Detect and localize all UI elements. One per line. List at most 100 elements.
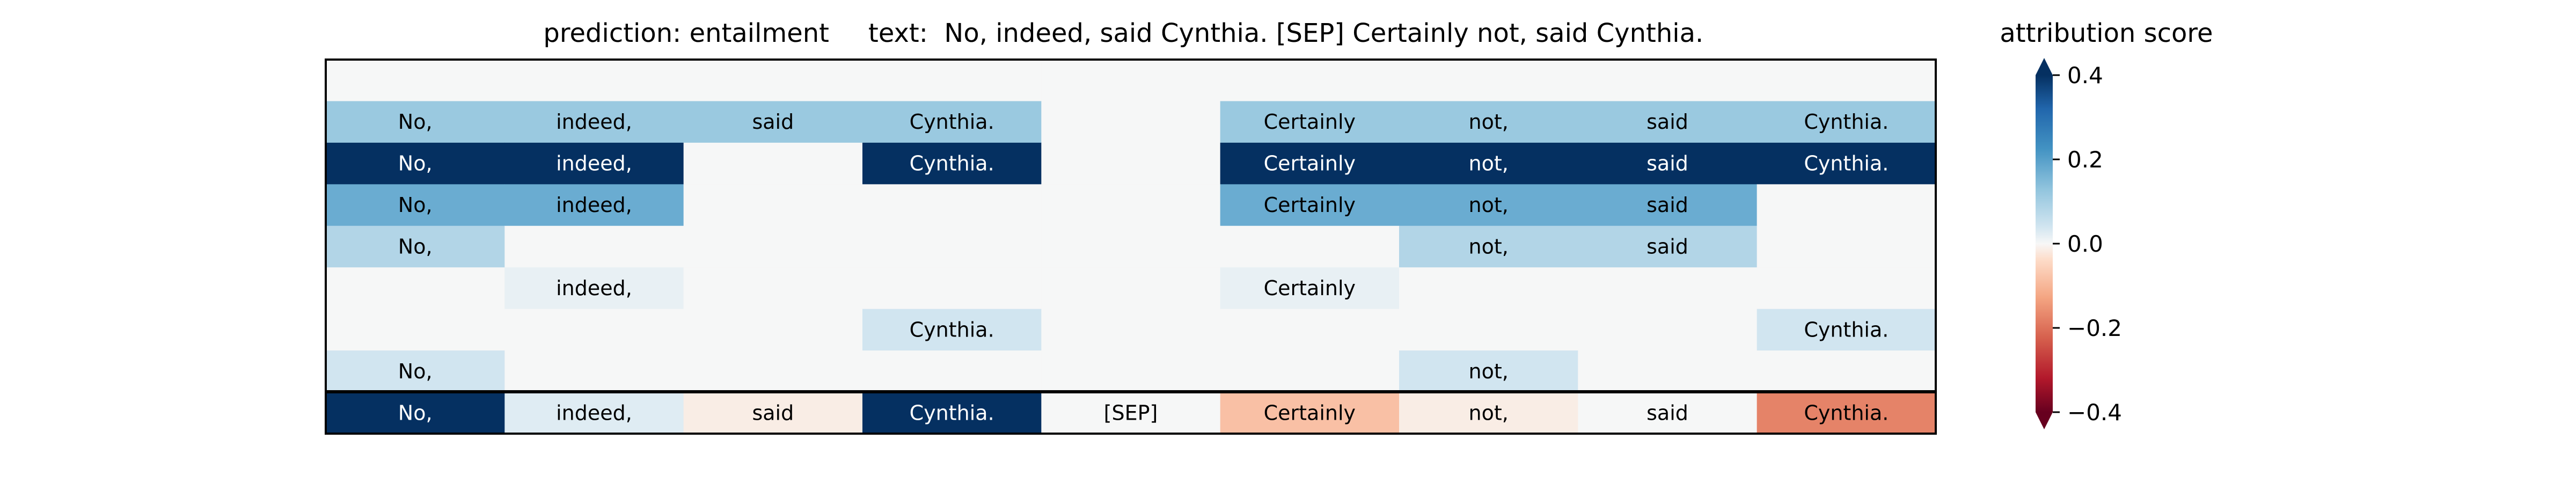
- cell-token-label: not,: [1469, 360, 1509, 383]
- heatmap-cell: [1041, 267, 1221, 310]
- heatmap-cell: [683, 309, 863, 351]
- heatmap-cell: [326, 350, 505, 393]
- cell-token-label: No,: [398, 360, 433, 383]
- cell-token-label: No,: [398, 193, 433, 217]
- colorbar-tick-label: −0.2: [2067, 315, 2122, 341]
- colorbar: [2036, 58, 2053, 429]
- heatmap-cell: [504, 350, 684, 393]
- aggregate-token-label: [SEP]: [1104, 401, 1158, 425]
- cell-token-label: indeed,: [556, 152, 632, 175]
- colorbar-ticks: 0.4 0.2 0.0 −0.2 −0.4: [2053, 62, 2122, 426]
- heatmap-cell: [1041, 101, 1221, 143]
- heatmap-cell: [504, 267, 684, 310]
- heatmap-cell: [1220, 184, 1400, 226]
- heatmap-cell: [1578, 309, 1758, 351]
- heatmap-cell: [1757, 350, 1936, 393]
- colorbar-tick-label: 0.2: [2067, 147, 2103, 173]
- aggregate-cell: [1757, 392, 1936, 434]
- heatmap-cell: [504, 184, 684, 226]
- heatmap-cell: [1220, 350, 1400, 393]
- heatmap-cell: [1757, 309, 1936, 351]
- heatmap-cell: [1220, 101, 1400, 143]
- heatmap-cell: [326, 309, 505, 351]
- heatmap-cell: [1220, 225, 1400, 268]
- heatmap-cell: [326, 142, 505, 185]
- cell-token-label: Cynthia.: [1804, 110, 1889, 134]
- aggregate-token-label: Cynthia.: [1804, 401, 1889, 425]
- heatmap-cell: [683, 60, 863, 102]
- cell-token-label: indeed,: [556, 276, 632, 300]
- heatmap-cell: [326, 267, 505, 310]
- cell-token-label: indeed,: [556, 110, 632, 134]
- heatmap-cell: [1399, 225, 1578, 268]
- heatmap-cell: [862, 184, 1042, 226]
- colorbar-label: attribution score: [2000, 18, 2213, 48]
- heatmap-cell: [1578, 60, 1758, 102]
- heatmap-cell: [504, 309, 684, 351]
- heatmap-cell: [862, 225, 1042, 268]
- heatmap-cell: [1757, 142, 1936, 185]
- colorbar-tick-label: 0.0: [2067, 231, 2103, 257]
- cell-token-label: said: [1646, 152, 1688, 175]
- heatmap-cell: [683, 267, 863, 310]
- cell-token-label: Certainly: [1264, 276, 1356, 300]
- cell-token-label: not,: [1469, 193, 1509, 217]
- aggregate-cell: [326, 392, 505, 434]
- heatmap-cell: [326, 101, 505, 143]
- aggregate-cell: [862, 392, 1042, 434]
- cell-token-label: Certainly: [1264, 110, 1356, 134]
- heatmap-cell: [1399, 350, 1578, 393]
- heatmap-cell: [326, 225, 505, 268]
- heatmap-cell: [326, 60, 505, 102]
- heatmap-cell: [1399, 101, 1578, 143]
- aggregate-cell: [1399, 392, 1578, 434]
- cell-token-label: Cynthia.: [1804, 318, 1889, 341]
- heatmap-cell: [326, 184, 505, 226]
- heatmap-cell: [504, 101, 684, 143]
- cell-token-label: said: [1646, 235, 1688, 259]
- heatmap-cell: [1399, 60, 1578, 102]
- heatmap-cell: [1399, 184, 1578, 226]
- cell-token-label: Cynthia.: [1804, 152, 1889, 175]
- heatmap-cell: [1220, 60, 1400, 102]
- heatmap-cell: [1757, 184, 1936, 226]
- heatmap-cell: [1399, 142, 1578, 185]
- aggregate-cell: [683, 392, 863, 434]
- heatmap-cell: [1041, 142, 1221, 185]
- heatmap-cell: [504, 225, 684, 268]
- cell-token-label: not,: [1469, 110, 1509, 134]
- heatmap-cell: [683, 225, 863, 268]
- heatmap-cell: [1399, 267, 1578, 310]
- aggregate-cell: [1578, 392, 1758, 434]
- cell-token-label: Certainly: [1264, 193, 1356, 217]
- heatmap-cell: [862, 350, 1042, 393]
- aggregate-token-label: said: [752, 401, 794, 425]
- aggregate-token-label: said: [1646, 401, 1688, 425]
- heatmap-cell: [1578, 142, 1758, 185]
- cell-token-label: said: [752, 110, 794, 134]
- cell-token-label: said: [1646, 193, 1688, 217]
- aggregate-token-label: indeed,: [556, 401, 632, 425]
- heatmap-cell: [504, 142, 684, 185]
- cell-token-label: Cynthia.: [910, 152, 994, 175]
- heatmap-cell: [862, 309, 1042, 351]
- cell-token-label: Certainly: [1264, 152, 1356, 175]
- heatmap-cell: [1757, 101, 1936, 143]
- cell-token-label: not,: [1469, 152, 1509, 175]
- heatmap-cell: [1220, 309, 1400, 351]
- heatmap-cell: [1578, 267, 1758, 310]
- cell-token-label: said: [1646, 110, 1688, 134]
- heatmap-cell: [1578, 350, 1758, 393]
- cell-token-label: not,: [1469, 235, 1509, 259]
- heatmap-cell: [1220, 142, 1400, 185]
- aggregate-token-label: not,: [1469, 401, 1509, 425]
- cell-token-label: No,: [398, 235, 433, 259]
- colorbar-extend-bottom: [2036, 412, 2053, 429]
- heatmap-cell: [862, 60, 1042, 102]
- heatmap-cell: [1578, 184, 1758, 226]
- heatmap-cell: [862, 142, 1042, 185]
- heatmap-cell: [683, 101, 863, 143]
- heatmap-cell: [1757, 267, 1936, 310]
- cell-token-label: No,: [398, 152, 433, 175]
